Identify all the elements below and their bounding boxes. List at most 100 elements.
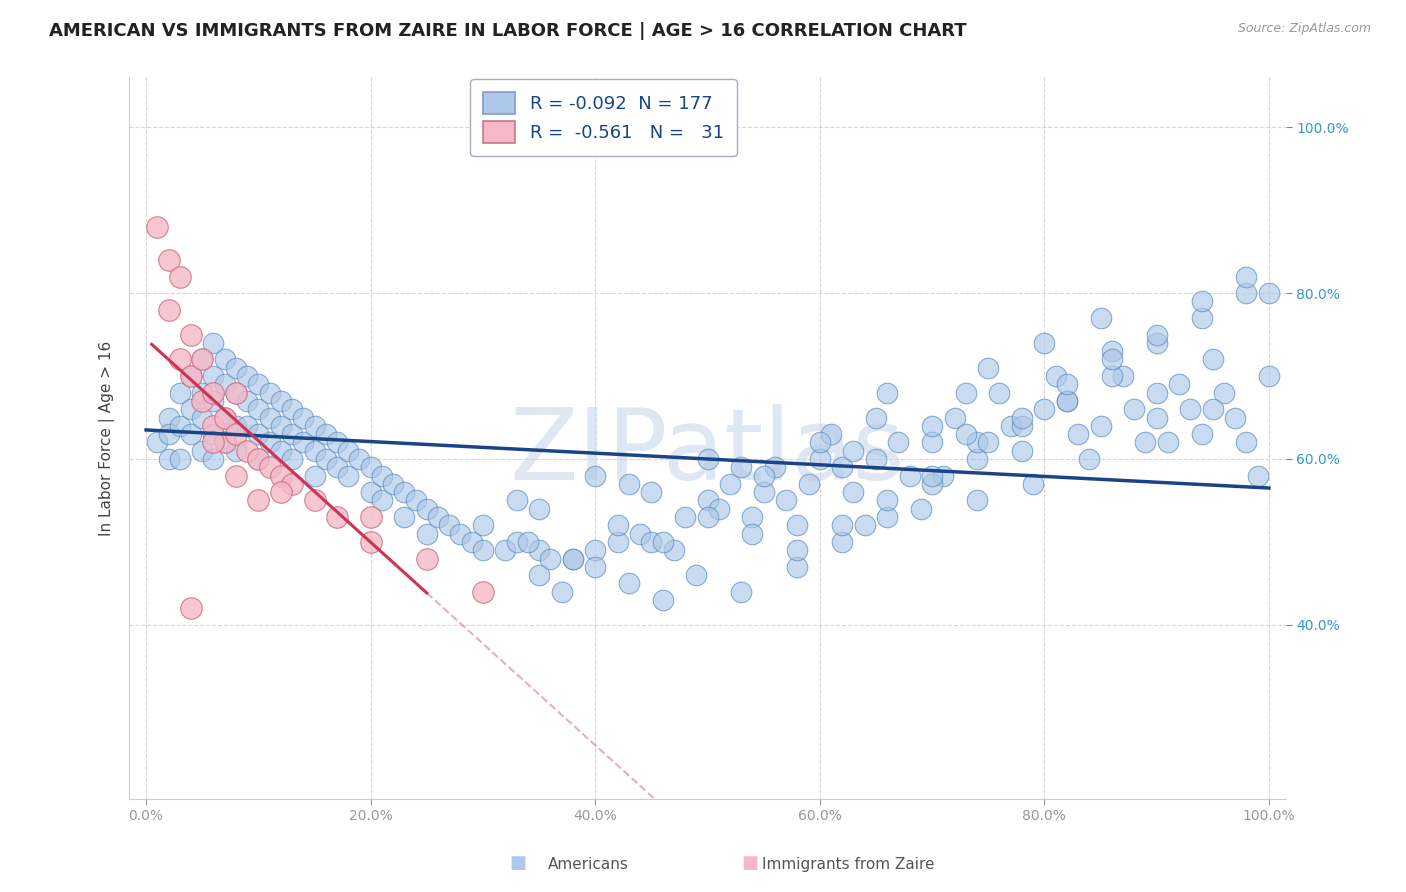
- Point: [416, 501, 439, 516]
- Point: [921, 418, 943, 433]
- Point: [865, 410, 887, 425]
- Point: [808, 435, 831, 450]
- Point: [1236, 286, 1258, 301]
- Point: [191, 352, 214, 367]
- Point: [718, 476, 741, 491]
- Point: [191, 393, 214, 408]
- Point: [416, 551, 439, 566]
- Point: [1135, 435, 1157, 450]
- Point: [977, 360, 1000, 375]
- Point: [270, 443, 292, 458]
- Point: [527, 543, 550, 558]
- Point: [247, 493, 270, 508]
- Point: [730, 584, 752, 599]
- Point: [988, 385, 1011, 400]
- Point: [337, 468, 360, 483]
- Point: [1022, 476, 1045, 491]
- Point: [842, 443, 865, 458]
- Point: [898, 468, 921, 483]
- Point: [270, 485, 292, 500]
- Point: [202, 452, 225, 467]
- Point: [439, 518, 461, 533]
- Point: [943, 410, 966, 425]
- Y-axis label: In Labor Force | Age > 16: In Labor Force | Age > 16: [100, 341, 115, 536]
- Point: [247, 377, 270, 392]
- Point: [1213, 385, 1236, 400]
- Point: [157, 410, 180, 425]
- Point: [910, 501, 932, 516]
- Point: [157, 452, 180, 467]
- Point: [259, 410, 281, 425]
- Point: [427, 510, 450, 524]
- Point: [157, 252, 180, 267]
- Point: [169, 418, 191, 433]
- Point: [169, 269, 191, 284]
- Point: [214, 410, 236, 425]
- Point: [225, 385, 247, 400]
- Point: [853, 518, 876, 533]
- Point: [617, 476, 640, 491]
- Point: [270, 468, 292, 483]
- Point: [247, 452, 270, 467]
- Point: [146, 435, 169, 450]
- Point: [202, 418, 225, 433]
- Point: [360, 510, 382, 524]
- Point: [292, 435, 315, 450]
- Point: [662, 543, 685, 558]
- Point: [471, 518, 494, 533]
- Point: [315, 427, 337, 442]
- Point: [606, 535, 628, 549]
- Point: [349, 452, 371, 467]
- Point: [1247, 468, 1270, 483]
- Point: [741, 510, 763, 524]
- Point: [696, 493, 718, 508]
- Point: [842, 485, 865, 500]
- Point: [1202, 352, 1225, 367]
- Point: [966, 452, 988, 467]
- Text: AMERICAN VS IMMIGRANTS FROM ZAIRE IN LABOR FORCE | AGE > 16 CORRELATION CHART: AMERICAN VS IMMIGRANTS FROM ZAIRE IN LAB…: [49, 22, 967, 40]
- Point: [966, 493, 988, 508]
- Point: [921, 468, 943, 483]
- Point: [360, 485, 382, 500]
- Point: [270, 418, 292, 433]
- Point: [1258, 369, 1281, 384]
- Point: [225, 385, 247, 400]
- Text: Americans: Americans: [547, 857, 628, 872]
- Point: [326, 510, 349, 524]
- Point: [180, 327, 202, 342]
- Point: [236, 443, 259, 458]
- Point: [315, 452, 337, 467]
- Point: [382, 476, 405, 491]
- Point: [191, 352, 214, 367]
- Point: [281, 452, 304, 467]
- Point: [214, 435, 236, 450]
- Point: [628, 526, 651, 541]
- Point: [1045, 369, 1067, 384]
- Point: [775, 493, 797, 508]
- Point: [1033, 402, 1056, 417]
- Point: [450, 526, 472, 541]
- Point: [651, 593, 673, 607]
- Point: [326, 460, 349, 475]
- Point: [180, 601, 202, 615]
- Point: [259, 435, 281, 450]
- Point: [259, 385, 281, 400]
- Point: [617, 576, 640, 591]
- Point: [146, 219, 169, 234]
- Point: [225, 443, 247, 458]
- Point: [550, 584, 572, 599]
- Point: [955, 385, 977, 400]
- Point: [236, 393, 259, 408]
- Point: [281, 402, 304, 417]
- Point: [270, 393, 292, 408]
- Point: [247, 427, 270, 442]
- Point: [921, 476, 943, 491]
- Point: [214, 377, 236, 392]
- Point: [741, 526, 763, 541]
- Point: [157, 302, 180, 317]
- Legend: R = -0.092  N = 177, R =  -0.561   N =   31: R = -0.092 N = 177, R = -0.561 N = 31: [470, 79, 737, 156]
- Point: [1056, 393, 1078, 408]
- Point: [1168, 377, 1191, 392]
- Point: [1056, 393, 1078, 408]
- Point: [505, 493, 527, 508]
